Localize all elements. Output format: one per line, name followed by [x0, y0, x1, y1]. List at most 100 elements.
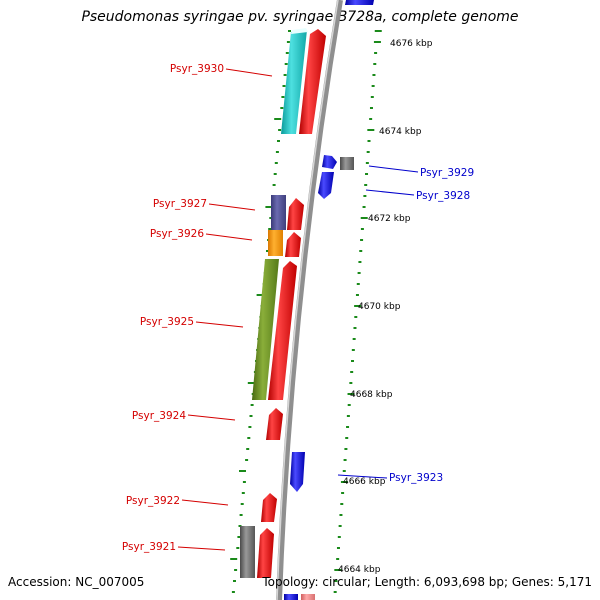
tick-mark-right-13 — [365, 173, 369, 175]
tick-mark-right-3 — [373, 63, 377, 65]
gene-feature-3928[interactable] — [318, 172, 334, 199]
tick-mark-left-9 — [278, 129, 282, 131]
gene-label-psyr-3923[interactable]: Psyr_3923 — [389, 472, 443, 484]
tick-mark-left-24 — [256, 294, 264, 296]
tick-mark-right-0 — [374, 30, 382, 32]
tick-mark-left-41 — [242, 481, 246, 483]
gene-feature-3921-gray[interactable] — [240, 526, 255, 578]
tick-mark-right-41 — [340, 481, 348, 483]
label-leader-lines — [177, 68, 419, 551]
tick-mark-left-32 — [247, 382, 255, 384]
tick-mark-right-25 — [354, 305, 362, 307]
tick-mark-left-14 — [272, 184, 276, 186]
gene-feature-3921[interactable] — [257, 528, 274, 578]
gene-label-psyr-3927[interactable]: Psyr_3927 — [153, 198, 207, 210]
coordinate-label-4668: 4668 kbp — [350, 390, 393, 400]
gene-feature-3924[interactable] — [266, 408, 283, 440]
gene-label-psyr-3930[interactable]: Psyr_3930 — [170, 63, 224, 75]
gene-label-psyr-3924[interactable]: Psyr_3924 — [132, 410, 186, 422]
tick-mark-right-16 — [362, 206, 366, 208]
tick-mark-right-5 — [371, 85, 375, 87]
gene-features — [240, 0, 374, 600]
tick-mark-left-49 — [234, 569, 238, 571]
tick-mark-left-50 — [233, 580, 236, 582]
tick-mark-left-3 — [284, 63, 288, 65]
gene-feature-3929[interactable] — [322, 155, 337, 169]
tick-mark-right-44 — [339, 514, 343, 516]
tick-mark-left-34 — [250, 404, 254, 406]
tick-mark-left-13 — [273, 173, 277, 175]
tick-mark-left-35 — [249, 415, 253, 417]
gene-feature-3926-orange[interactable] — [268, 230, 283, 256]
tick-mark-right-45 — [338, 525, 342, 527]
tick-mark-right-26 — [354, 316, 358, 318]
gene-feature-bottom-pink[interactable] — [301, 594, 315, 600]
gene-feature-3925[interactable] — [268, 261, 297, 400]
tick-mark-right-18 — [360, 228, 364, 230]
gene-feature-3927-slate[interactable] — [271, 195, 286, 230]
tick-mark-right-28 — [352, 338, 356, 340]
gene-feature-bottom-blue[interactable] — [284, 594, 298, 600]
tick-mark-right-4 — [372, 74, 376, 76]
gene-feature-3929-partner[interactable] — [340, 157, 354, 170]
leader-3929 — [368, 165, 419, 173]
tick-mark-right-33 — [347, 393, 355, 395]
leader-3926 — [205, 233, 253, 241]
coordinate-label-4676: 4676 kbp — [390, 39, 433, 49]
leader-3925 — [195, 321, 244, 328]
gene-label-psyr-3922[interactable]: Psyr_3922 — [126, 495, 180, 507]
tick-mark-right-37 — [345, 437, 349, 439]
gene-label-psyr-3928[interactable]: Psyr_3928 — [416, 190, 470, 202]
tick-mark-right-38 — [344, 448, 348, 450]
gene-labels: Psyr_3930 Psyr_3929 Psyr_3928 Psyr_3927 … — [122, 63, 474, 553]
coordinate-label-4664: 4664 kbp — [338, 565, 381, 575]
gene-feature-3925-olive[interactable] — [252, 259, 279, 400]
gene-label-psyr-3925[interactable]: Psyr_3925 — [140, 316, 194, 328]
tick-mark-left-6 — [281, 96, 285, 98]
tick-mark-right-49 — [334, 569, 342, 571]
tick-mark-right-35 — [346, 415, 350, 417]
gene-label-psyr-3921[interactable]: Psyr_3921 — [122, 541, 176, 553]
tick-mark-left-0 — [288, 30, 291, 32]
gene-feature-top-fragment[interactable] — [345, 0, 374, 5]
tick-mark-left-20 — [266, 250, 269, 252]
gene-feature-3930-inner[interactable] — [299, 29, 326, 134]
tick-mark-right-43 — [340, 503, 344, 505]
tick-mark-left-46 — [237, 536, 241, 538]
tick-mark-right-29 — [351, 349, 355, 351]
tick-mark-left-51 — [231, 591, 235, 593]
tick-mark-left-8 — [274, 118, 282, 120]
tick-mark-right-22 — [357, 272, 361, 274]
gene-feature-3930-outer[interactable] — [281, 30, 307, 134]
tick-mark-left-37 — [247, 437, 251, 439]
leader-3928 — [365, 189, 415, 196]
tick-mark-right-14 — [364, 184, 368, 186]
tick-mark-right-31 — [350, 371, 354, 373]
tick-mark-right-20 — [359, 250, 363, 252]
tick-mark-right-10 — [367, 140, 371, 142]
tick-mark-right-17 — [360, 217, 368, 219]
gene-feature-3923[interactable] — [290, 452, 305, 492]
leader-3924 — [187, 414, 236, 421]
gene-label-psyr-3929[interactable]: Psyr_3929 — [420, 167, 474, 179]
gene-feature-3930-outer-cap[interactable] — [291, 28, 308, 34]
tick-mark-left-11 — [275, 151, 279, 153]
gene-feature-3927[interactable] — [287, 198, 304, 230]
coordinate-labels: 4676 kbp 4674 kbp 4672 kbp 4670 kbp 4668… — [338, 39, 433, 575]
gene-feature-3922[interactable] — [261, 493, 277, 522]
tick-mark-left-16 — [265, 206, 273, 208]
tick-mark-right-46 — [337, 536, 341, 538]
tick-mark-right-1 — [373, 41, 381, 43]
tick-mark-right-9 — [367, 129, 375, 131]
tick-mark-left-7 — [280, 107, 284, 109]
tick-mark-left-5 — [282, 85, 286, 87]
gene-feature-3926[interactable] — [285, 232, 301, 257]
tick-mark-left-2 — [285, 52, 289, 54]
tick-mark-left-1 — [286, 41, 290, 43]
coordinate-label-4670: 4670 kbp — [358, 302, 401, 312]
tick-mark-right-34 — [347, 404, 351, 406]
tick-mark-right-6 — [370, 96, 374, 98]
tick-mark-right-24 — [355, 294, 359, 296]
gene-label-psyr-3926[interactable]: Psyr_3926 — [150, 228, 204, 240]
